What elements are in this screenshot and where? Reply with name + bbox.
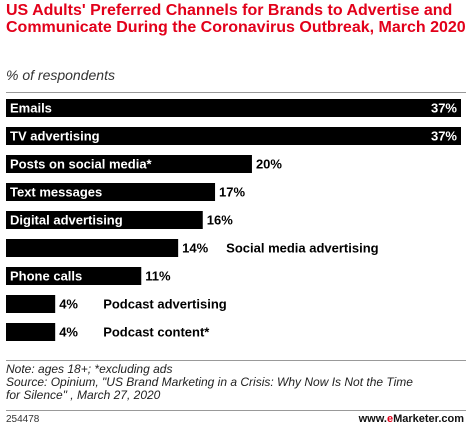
- chart-title: US Adults' Preferred Channels for Brands…: [6, 2, 466, 36]
- category-label-social-media-advertising: Social media advertising: [226, 241, 379, 256]
- value-label-tv-advertising: 37%: [431, 129, 457, 144]
- bar-posts-on-social-media: [6, 155, 252, 173]
- header-divider: [6, 92, 466, 93]
- bar-digital-advertising: [6, 211, 203, 229]
- value-label-text-messages: 17%: [219, 185, 245, 200]
- value-label-podcast-content: 4%: [59, 325, 78, 340]
- chart-source-line-1: Source: Opinium, "US Brand Marketing in …: [6, 375, 413, 389]
- bar-chart: Emails 37% TV advertising 37% Posts on socia…: [6, 99, 461, 341]
- footer-divider: [6, 360, 466, 361]
- category-label-podcast-content: Podcast content*: [103, 325, 210, 340]
- bar-podcast-content: [6, 323, 56, 341]
- chart-subtitle: % of respondents: [6, 67, 115, 83]
- bar-tv-advertising: [6, 127, 461, 145]
- category-label-tv-advertising: TV advertising: [10, 129, 100, 144]
- value-label-podcast-advertising: 4%: [59, 297, 78, 312]
- brand-suffix: Marketer.com: [393, 413, 464, 425]
- bar-phone-calls: [6, 267, 142, 285]
- category-label-text-messages: Text messages: [10, 185, 102, 200]
- value-label-digital-advertising: 16%: [207, 213, 233, 228]
- value-label-social-media-advertising: 14%: [182, 241, 208, 256]
- brand-prefix: www.: [358, 413, 387, 425]
- chart-note: Note: ages 18+; *excluding ads: [6, 362, 173, 376]
- category-label-phone-calls: Phone calls: [10, 269, 82, 284]
- brand-link[interactable]: www.eMarketer.com: [359, 413, 464, 425]
- bar-podcast-advertising: [6, 295, 56, 313]
- bottom-divider: [6, 410, 466, 411]
- chart-id: 254478: [6, 414, 40, 425]
- bar-emails: [6, 99, 461, 117]
- value-label-emails: 37%: [431, 101, 457, 116]
- bar-social-media-advertising: [6, 239, 179, 257]
- brand-e: e: [386, 413, 394, 425]
- value-label-posts-on-social-media: 20%: [256, 157, 282, 172]
- category-label-posts-on-social-media: Posts on social media*: [10, 157, 153, 172]
- chart-source-line-2: for Silence" , March 27, 2020: [6, 388, 161, 402]
- category-label-digital-advertising: Digital advertising: [10, 213, 123, 228]
- category-label-emails: Emails: [10, 101, 52, 116]
- category-label-podcast-advertising: Podcast advertising: [103, 297, 227, 312]
- bar-text-messages: [6, 183, 216, 201]
- value-label-phone-calls: 11%: [145, 269, 171, 284]
